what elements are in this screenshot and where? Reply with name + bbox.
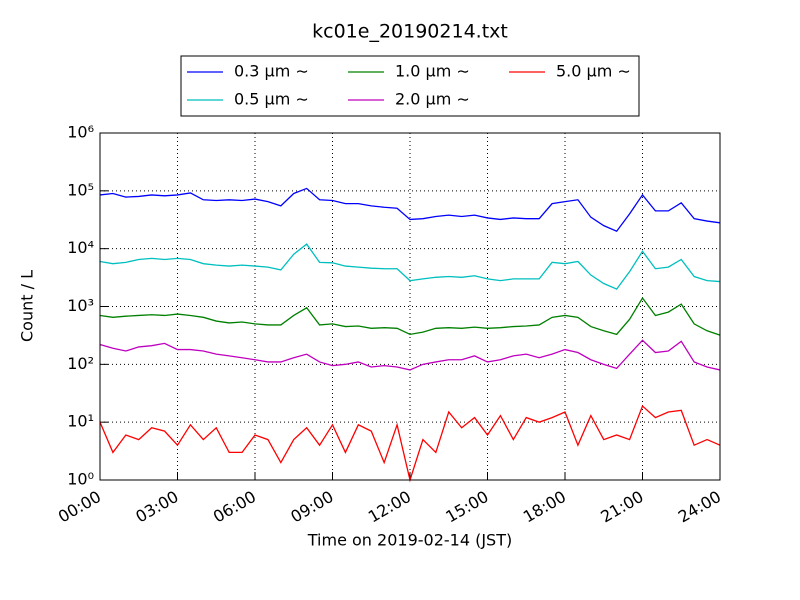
series-line: [99, 243, 721, 290]
series-line: [99, 187, 721, 233]
chart-title: kc01e_20190214.txt: [312, 21, 508, 43]
y-axis-label: Count / L: [18, 270, 37, 342]
legend-label: 0.3 μm ∼: [234, 62, 309, 81]
legend-box: [180, 55, 640, 117]
y-tick-label: 10⁶: [67, 123, 94, 142]
x-axis-label: Time on 2019-02-14 (JST): [307, 531, 512, 550]
series-line: [99, 296, 721, 336]
plot-frame: [99, 132, 721, 481]
y-tick-label: 10²: [67, 354, 94, 373]
y-tick-label: 10⁰: [67, 470, 94, 489]
series-line: [99, 339, 721, 371]
legend-label: 2.0 μm ∼: [395, 90, 470, 109]
y-tick-label: 10¹: [67, 412, 94, 431]
y-tick-label: 10⁵: [67, 180, 94, 199]
y-tick-label: 10⁴: [67, 238, 94, 257]
legend-label: 1.0 μm ∼: [395, 62, 470, 81]
legend-label: 0.5 μm ∼: [234, 90, 309, 109]
y-tick-label: 10³: [67, 296, 94, 315]
legend-label: 5.0 μm ∼: [556, 62, 631, 81]
